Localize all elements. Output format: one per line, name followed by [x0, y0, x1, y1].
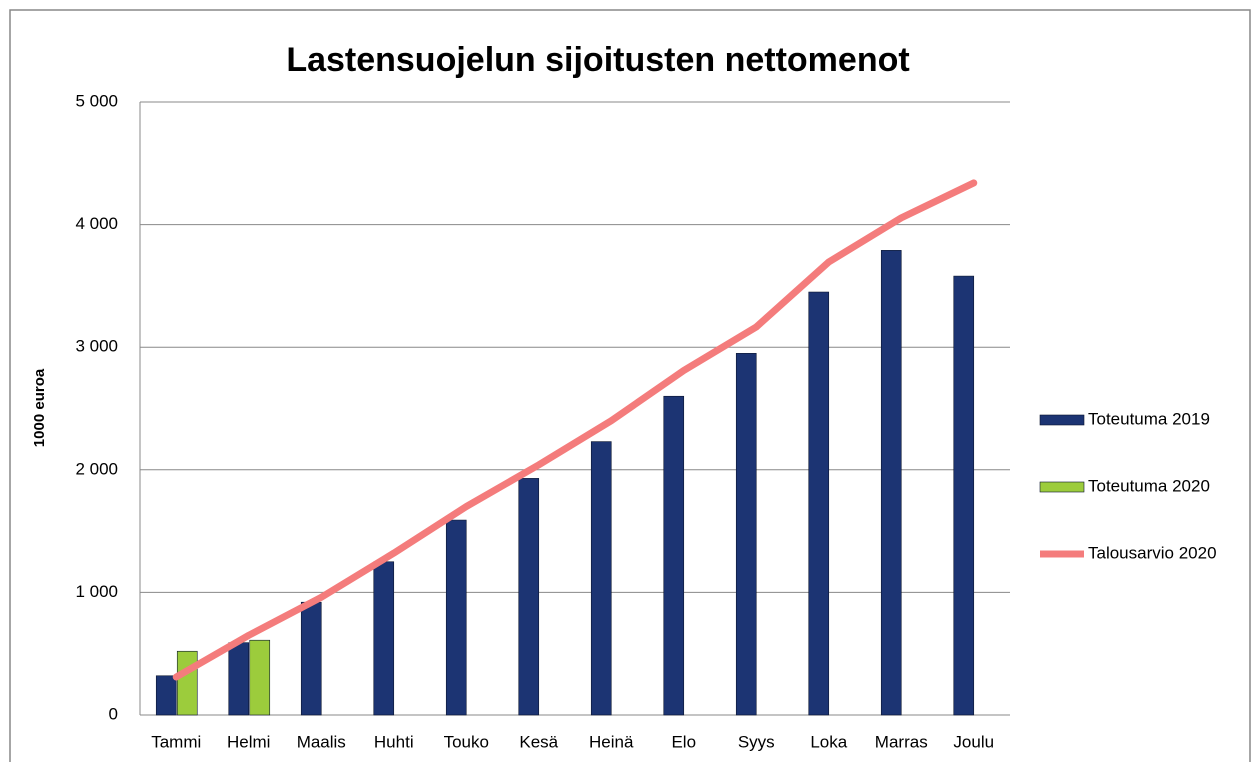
- x-tick-label: Marras: [875, 732, 928, 751]
- legend-swatch: [1039, 481, 1085, 493]
- y-axis-label: 1000 euroa: [31, 368, 48, 447]
- bar: [445, 519, 467, 716]
- bar: [300, 601, 322, 716]
- bar: [735, 353, 757, 716]
- x-tick-label: Kesä: [519, 732, 558, 751]
- y-tick-label: 3 000: [75, 337, 118, 356]
- y-tick-label: 0: [109, 704, 118, 723]
- x-tick-label: Loka: [810, 732, 847, 751]
- x-tick-label: Heinä: [589, 732, 634, 751]
- bar: [953, 275, 975, 716]
- x-tick-label: Elo: [671, 732, 696, 751]
- bar: [228, 642, 250, 716]
- x-tick-label: Touko: [444, 732, 489, 751]
- legend-label: Talousarvio 2020: [1088, 543, 1217, 562]
- chart-title: Lastensuojelun sijoitusten nettomenot: [286, 41, 909, 79]
- legend-swatch: [1039, 414, 1085, 426]
- y-tick-label: 4 000: [75, 214, 118, 233]
- y-tick-label: 1 000: [75, 582, 118, 601]
- x-tick-label: Joulu: [953, 732, 994, 751]
- bar: [155, 675, 177, 716]
- bar: [808, 291, 830, 716]
- x-tick-label: Maalis: [297, 732, 346, 751]
- x-tick-label: Syys: [738, 732, 775, 751]
- legend-label: Toteutuma 2019: [1088, 409, 1210, 428]
- bar: [590, 441, 612, 716]
- bar: [663, 395, 685, 716]
- x-tick-label: Huhti: [374, 732, 414, 751]
- legend-label: Toteutuma 2020: [1088, 476, 1210, 495]
- x-tick-label: Tammi: [151, 732, 201, 751]
- line: [172, 179, 978, 681]
- y-tick-label: 2 000: [75, 459, 118, 478]
- bar: [176, 650, 198, 716]
- bar: [373, 561, 395, 716]
- chart-border: [9, 9, 1251, 762]
- x-tick-label: Helmi: [227, 732, 270, 751]
- y-tick-label: 5 000: [75, 91, 118, 110]
- bar: [249, 639, 271, 716]
- bar: [880, 250, 902, 716]
- bar: [518, 478, 540, 716]
